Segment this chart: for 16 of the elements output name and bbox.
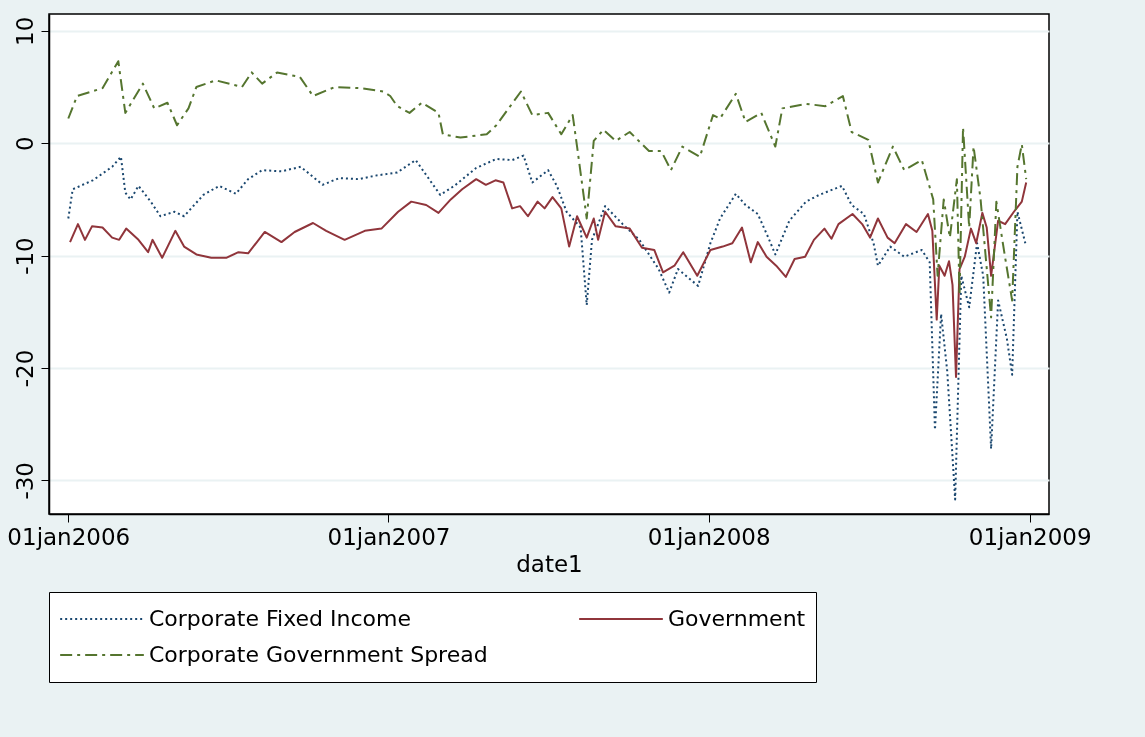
line-series <box>67 154 1027 501</box>
x-tick-label: 01jan2009 <box>968 523 1092 550</box>
x-tick-label: 01jan2006 <box>7 523 131 550</box>
y-tick-label: 0 <box>11 136 38 152</box>
legend-label: Corporate Government Spread <box>149 642 488 667</box>
y-tick-label: -30 <box>11 462 38 500</box>
x-axis-title: date1 <box>516 550 583 577</box>
y-tick-label: 10 <box>11 16 38 46</box>
line-series <box>67 60 1028 319</box>
legend-label: Corporate Fixed Income <box>149 606 411 631</box>
y-tick-label: -20 <box>11 349 38 388</box>
line-series <box>69 178 1028 378</box>
y-tick-label: -10 <box>11 237 38 275</box>
x-tick-label: 01jan2007 <box>327 523 451 550</box>
legend-label: Government <box>668 606 806 631</box>
x-tick-label: 01jan2008 <box>647 523 771 550</box>
